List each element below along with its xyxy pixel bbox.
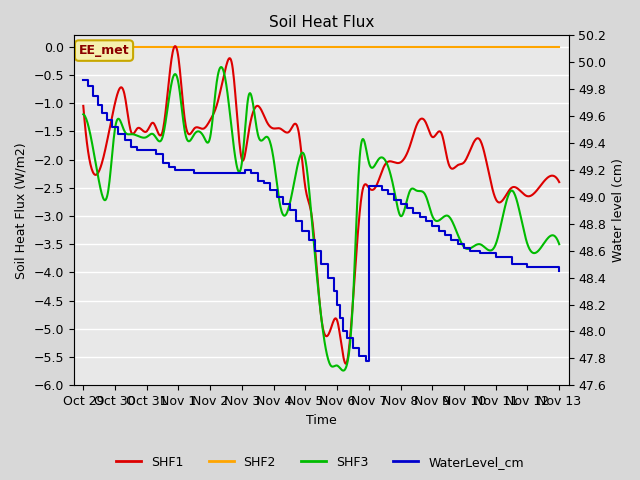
Y-axis label: Water level (cm): Water level (cm) (612, 158, 625, 262)
Legend: SHF1, SHF2, SHF3, WaterLevel_cm: SHF1, SHF2, SHF3, WaterLevel_cm (111, 451, 529, 474)
Title: Soil Heat Flux: Soil Heat Flux (269, 15, 374, 30)
Y-axis label: Soil Heat Flux (W/m2): Soil Heat Flux (W/m2) (15, 142, 28, 279)
X-axis label: Time: Time (306, 414, 337, 427)
Text: EE_met: EE_met (79, 44, 129, 57)
